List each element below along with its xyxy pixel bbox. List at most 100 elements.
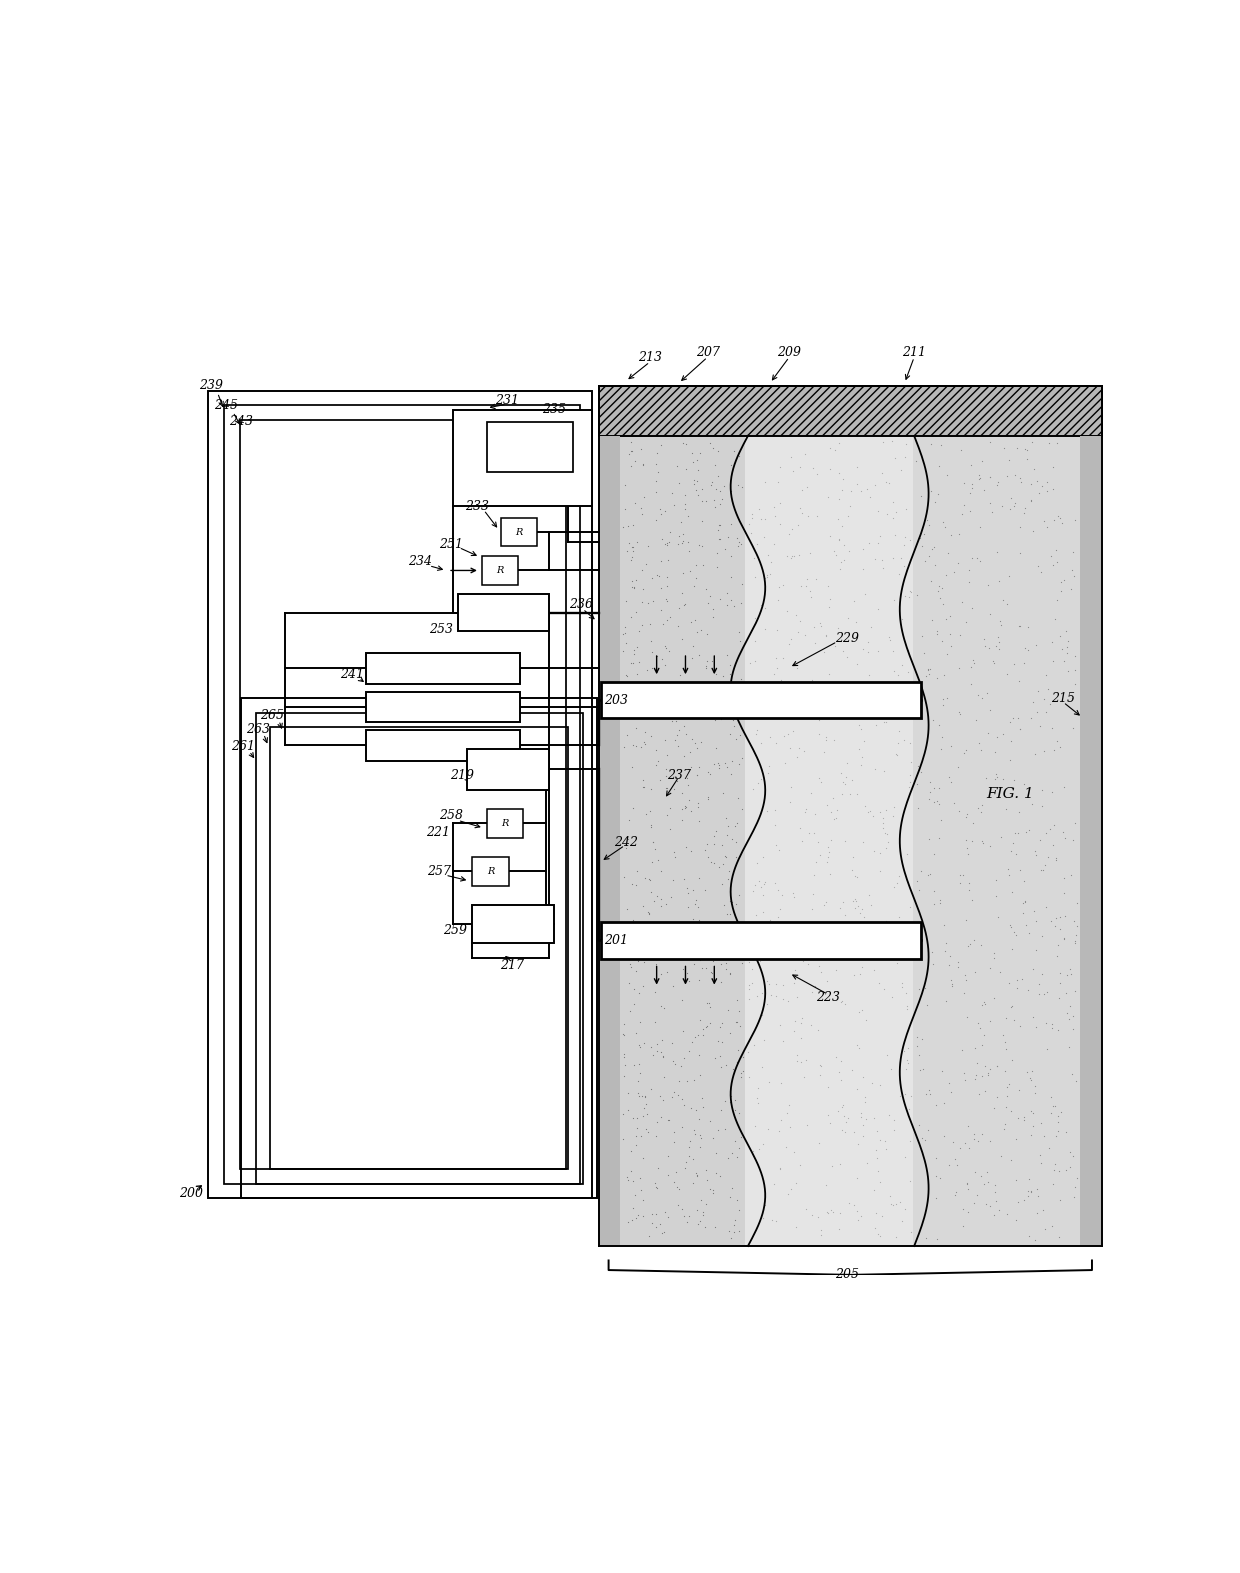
Point bbox=[739, 950, 759, 975]
Point bbox=[683, 1066, 703, 1092]
Point bbox=[1022, 791, 1042, 816]
Point bbox=[657, 1162, 677, 1188]
Point bbox=[720, 588, 740, 613]
Point bbox=[663, 1118, 683, 1144]
Point bbox=[618, 540, 637, 565]
Point bbox=[985, 766, 1004, 791]
Point bbox=[625, 491, 645, 516]
Point bbox=[687, 736, 707, 761]
Point bbox=[821, 436, 841, 461]
Point bbox=[724, 714, 744, 739]
Point bbox=[651, 886, 671, 911]
Point bbox=[1045, 848, 1065, 873]
Point bbox=[815, 892, 835, 917]
Point bbox=[625, 448, 645, 473]
Point bbox=[620, 697, 640, 722]
Point bbox=[887, 871, 906, 897]
Bar bbox=[599, 436, 620, 1246]
Point bbox=[625, 642, 645, 667]
Point bbox=[832, 1095, 852, 1120]
Point bbox=[847, 470, 867, 495]
Point bbox=[1054, 925, 1074, 950]
Point bbox=[972, 1033, 992, 1059]
Point bbox=[894, 533, 914, 558]
Point bbox=[821, 799, 841, 824]
Point bbox=[692, 508, 712, 533]
Point bbox=[1009, 716, 1029, 741]
Point bbox=[751, 731, 771, 757]
Point bbox=[725, 727, 745, 752]
Point bbox=[1034, 686, 1054, 711]
Point bbox=[786, 930, 806, 955]
Point bbox=[787, 1041, 807, 1066]
Point bbox=[744, 546, 764, 571]
Point bbox=[811, 1063, 831, 1089]
Point bbox=[980, 464, 999, 489]
Point bbox=[682, 727, 702, 752]
Point bbox=[770, 455, 790, 480]
Point bbox=[973, 831, 993, 856]
Point bbox=[697, 1158, 717, 1183]
Point bbox=[1028, 678, 1048, 703]
Point bbox=[732, 1065, 751, 1090]
Point bbox=[691, 1188, 711, 1213]
Point bbox=[1014, 868, 1034, 893]
Point bbox=[1050, 505, 1070, 530]
Point bbox=[818, 574, 838, 599]
Point bbox=[835, 829, 854, 854]
Point bbox=[967, 1183, 987, 1208]
Point bbox=[729, 620, 749, 645]
Point bbox=[755, 566, 775, 591]
Point bbox=[696, 837, 715, 862]
Point bbox=[625, 909, 645, 934]
Point bbox=[929, 481, 949, 507]
Point bbox=[897, 1055, 916, 1081]
Point bbox=[697, 1167, 717, 1192]
Point bbox=[914, 640, 934, 665]
Point bbox=[1054, 648, 1074, 673]
Point bbox=[677, 794, 697, 820]
Point bbox=[862, 1070, 882, 1095]
Point bbox=[990, 629, 1009, 654]
Point bbox=[1002, 879, 1022, 904]
Point bbox=[818, 845, 838, 870]
Point bbox=[751, 766, 771, 791]
Point bbox=[729, 941, 749, 966]
Point bbox=[732, 705, 751, 730]
Point bbox=[965, 1159, 985, 1184]
Point bbox=[883, 505, 903, 530]
Point bbox=[689, 809, 709, 834]
Point bbox=[864, 757, 884, 782]
Point bbox=[621, 453, 641, 478]
Point bbox=[615, 684, 635, 709]
Point bbox=[646, 643, 666, 669]
Point bbox=[1018, 447, 1038, 472]
Point bbox=[686, 1161, 706, 1186]
Point bbox=[781, 544, 801, 569]
Point bbox=[999, 563, 1019, 588]
Point bbox=[981, 1057, 1001, 1082]
Point bbox=[667, 1175, 687, 1200]
Point bbox=[879, 470, 899, 495]
Point bbox=[1063, 716, 1083, 741]
Point bbox=[1002, 936, 1022, 961]
Point bbox=[823, 915, 843, 941]
Point bbox=[708, 464, 728, 489]
Point bbox=[906, 582, 926, 607]
Point bbox=[826, 805, 846, 831]
Point bbox=[847, 865, 867, 890]
Point bbox=[675, 1046, 694, 1071]
Point bbox=[1003, 768, 1023, 793]
Point bbox=[1052, 569, 1071, 595]
Point bbox=[985, 650, 1004, 675]
Point bbox=[743, 956, 763, 982]
Point bbox=[996, 1005, 1016, 1030]
Point bbox=[626, 733, 646, 758]
Point bbox=[1060, 993, 1080, 1018]
Point bbox=[779, 521, 799, 546]
Point bbox=[703, 488, 723, 513]
Point bbox=[703, 1180, 723, 1205]
Point bbox=[796, 1195, 816, 1221]
Point bbox=[981, 1194, 1001, 1219]
Point bbox=[722, 684, 742, 709]
